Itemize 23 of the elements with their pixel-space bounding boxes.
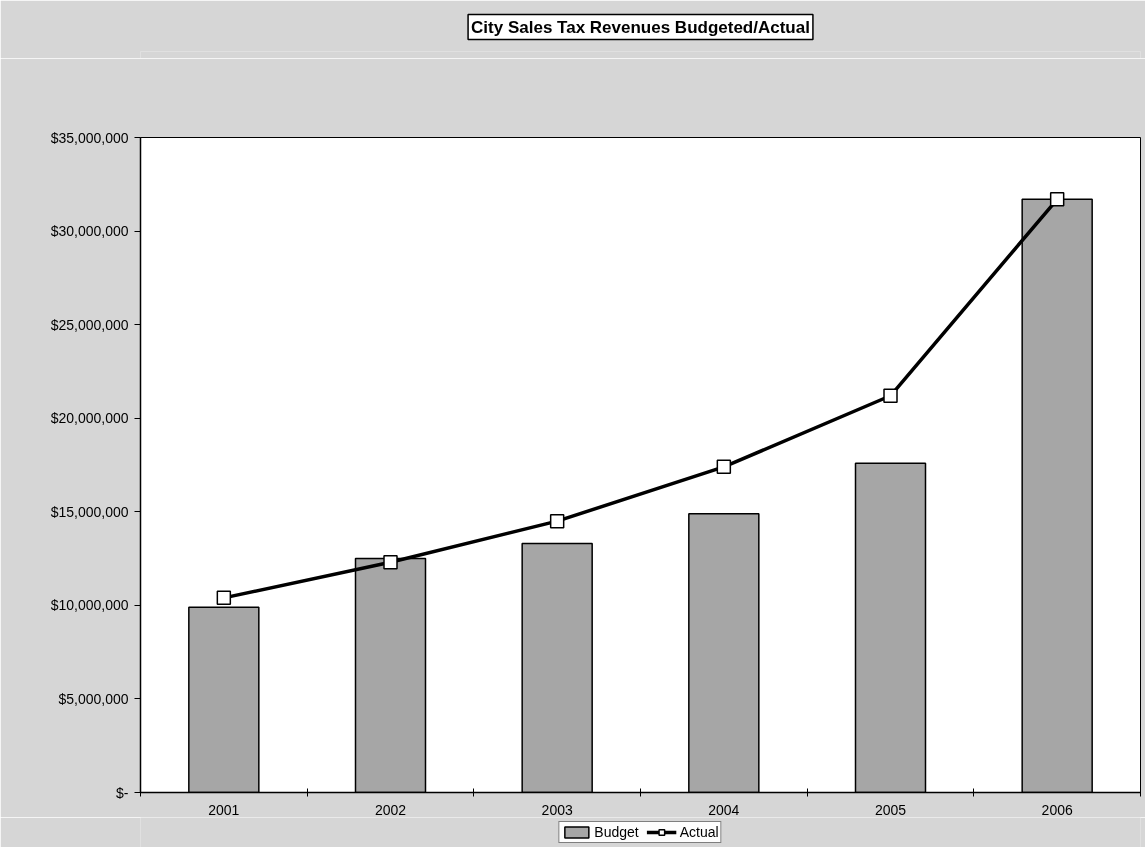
legend-label: Budget [594, 824, 639, 840]
y-tick-label: $35,000,000 [50, 129, 129, 146]
point [549, 513, 565, 529]
point [216, 590, 232, 606]
x-tick-label: 2006 [1041, 801, 1073, 818]
point [883, 388, 898, 404]
point [716, 459, 732, 475]
x-tick-label: 2005 [874, 801, 907, 818]
point [1049, 192, 1065, 207]
chart-title: City Sales Tax Revenues Budgeted/Actual [471, 17, 810, 37]
point [383, 555, 398, 570]
y-tick-label: $10,000,000 [50, 597, 129, 614]
x-tick-label: 2001 [208, 801, 240, 818]
x-tick-label: 2003 [541, 801, 573, 818]
y-tick-label: $15,000,000 [50, 503, 129, 520]
y-tick-label: $30,000,000 [50, 223, 129, 240]
y-tick-label: $5,000,000 [58, 690, 129, 707]
y-tick-label: $- [116, 784, 129, 801]
y-tick-label: $25,000,000 [50, 316, 129, 333]
legend-label: Actual [679, 824, 719, 840]
x-tick-label: 2002 [374, 801, 407, 818]
x-tick-label: 2004 [708, 801, 740, 818]
y-tick-label: $20,000,000 [50, 410, 129, 427]
